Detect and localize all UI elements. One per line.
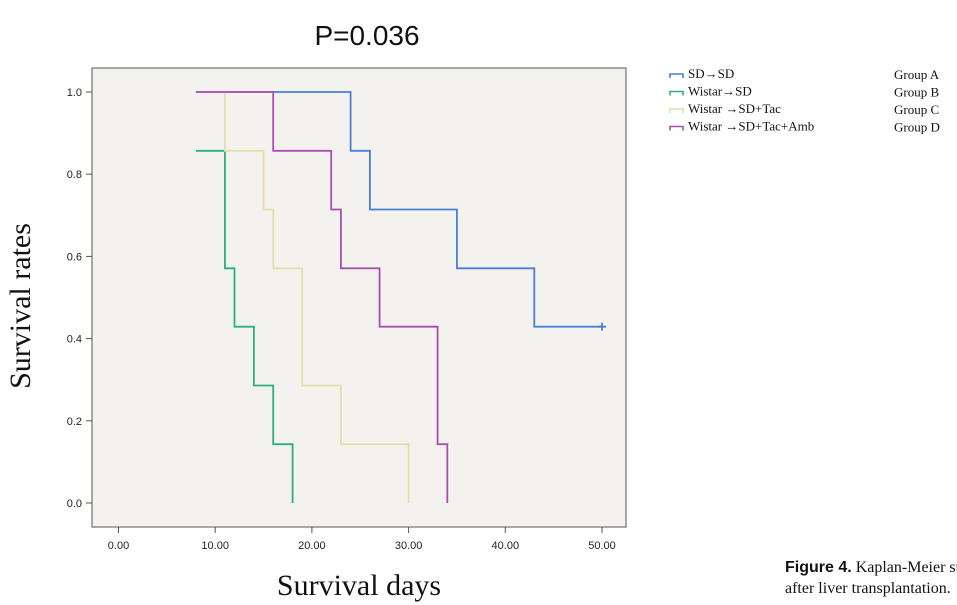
plot-background (91, 67, 627, 528)
x-tick-label: 10.00 (201, 540, 229, 552)
y-tick-label: 0.8 (67, 169, 82, 181)
y-tick-label: 0.4 (67, 334, 82, 346)
legend-series-name: Wistar→SD (688, 84, 752, 99)
y-tick-label: 1.0 (67, 87, 82, 99)
legend-group-label: Group D (894, 120, 940, 135)
y-axis: 0.0 0.2 0.4 0.6 0.8 1.0 (67, 87, 92, 510)
x-tick-label: 50.00 (588, 540, 616, 552)
censor-mark-group-a (598, 322, 606, 331)
legend-swatch (669, 73, 684, 78)
survival-curve-group-b (195, 149, 294, 503)
chart-title: P=0.036 (314, 20, 419, 51)
legend-swatch (669, 90, 684, 96)
survival-curve-group-d (195, 91, 449, 503)
legend-group-label: Group C (894, 102, 939, 117)
survival-curves (195, 91, 606, 503)
legend-series-name: Wistar →SD+Tac+Amb (688, 119, 814, 134)
x-tick-label: 40.00 (492, 540, 520, 552)
y-tick-label: 0.6 (67, 251, 82, 263)
legend-group-label: Group A (894, 67, 940, 82)
x-axis-title: Survival days (277, 569, 441, 602)
y-tick-label: 0.2 (67, 416, 82, 428)
legend-group-label: Group B (894, 85, 939, 100)
legend-series-name: Wistar →SD+Tac (688, 101, 781, 116)
survival-curve-group-a (195, 91, 602, 328)
caption-line-2: after liver transplantation. (785, 580, 951, 597)
y-axis-title: Survival rates (4, 223, 37, 389)
x-tick-label: 20.00 (298, 540, 326, 552)
y-tick-label: 0.0 (67, 498, 82, 510)
legend-swatch (669, 108, 684, 113)
caption-line-1: Kaplan-Meier su (855, 559, 957, 576)
legend-swatch (669, 125, 684, 131)
x-axis: 0.00 10.00 20.00 30.00 40.00 50.00 (108, 527, 616, 552)
survival-curve-group-c (195, 91, 410, 503)
x-tick-label: 30.00 (395, 540, 423, 552)
legend: SD→SD Group A Wistar→SD Group B Wistar →SD+T… (669, 66, 940, 135)
figure-caption: Figure 4. Kaplan-Meier su after liver tr… (785, 557, 957, 605)
figure-label: Figure 4. (785, 559, 852, 576)
x-tick-label: 0.00 (108, 540, 129, 552)
legend-series-name: SD→SD (688, 66, 734, 81)
